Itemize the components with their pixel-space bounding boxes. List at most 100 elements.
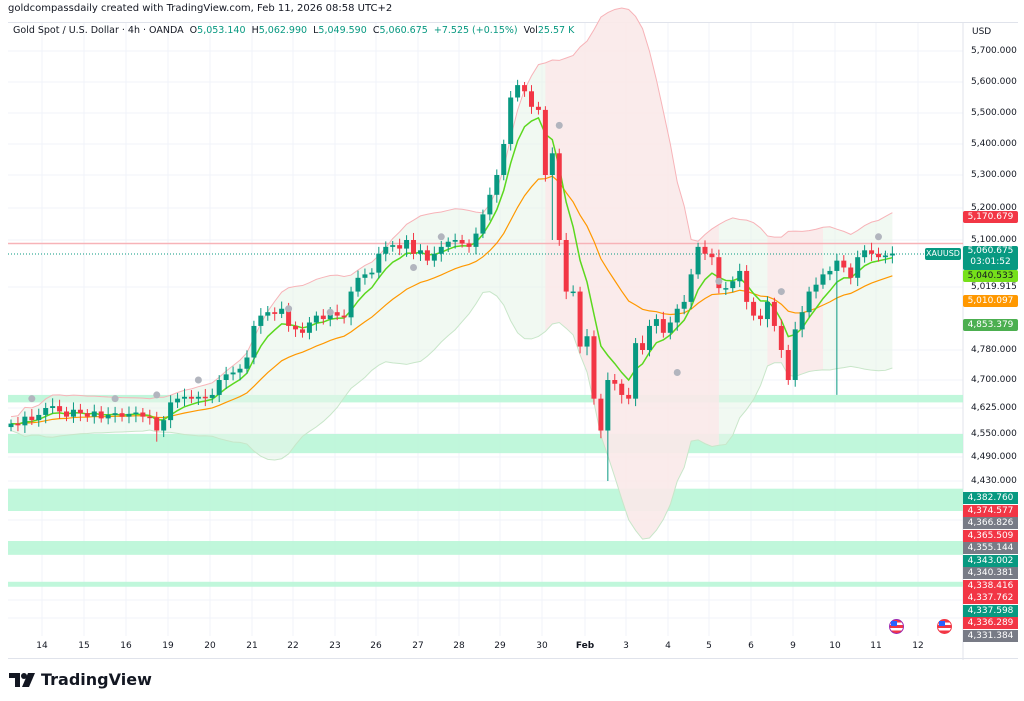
volume-value: 25.57 K xyxy=(537,25,575,36)
candle-body xyxy=(195,396,201,399)
price-tick-label: 4,700.000 xyxy=(971,375,1017,385)
candle-body xyxy=(841,260,847,268)
candle-body xyxy=(563,240,569,292)
candle-body xyxy=(640,343,646,350)
pivot-marker xyxy=(777,288,785,296)
pivot-marker xyxy=(326,308,334,316)
candle-body xyxy=(771,301,777,326)
candle-body xyxy=(792,329,798,380)
candle-body xyxy=(29,416,35,421)
pivot-marker xyxy=(153,391,161,399)
candle-body xyxy=(619,383,625,395)
candle-body xyxy=(230,372,236,375)
candle-body xyxy=(785,350,791,380)
candle-body xyxy=(244,357,250,369)
time-tick-label: 12 xyxy=(912,641,924,651)
candle-body xyxy=(348,291,354,318)
candle-body xyxy=(306,322,312,333)
candle-body xyxy=(653,319,659,326)
candle-body xyxy=(501,144,507,175)
candle-body xyxy=(542,109,548,175)
time-tick-label: 27 xyxy=(412,641,424,651)
candle-body xyxy=(390,245,396,247)
lower-band xyxy=(10,291,893,540)
candle-body xyxy=(383,246,389,254)
pivot-marker xyxy=(194,376,202,384)
candle-body xyxy=(77,409,83,414)
candle-body xyxy=(737,270,743,282)
candle-body xyxy=(626,394,632,399)
price-tick-label: 5,100.000 xyxy=(971,235,1017,245)
candle-body xyxy=(515,85,521,98)
symbol-name[interactable]: Gold Spot / U.S. Dollar · 4h · OANDA xyxy=(13,25,184,36)
candle-body xyxy=(341,315,347,318)
band-fill xyxy=(11,8,893,540)
candle-body xyxy=(834,260,840,271)
candle-body xyxy=(535,106,541,110)
price-tag: 5,010.097 xyxy=(963,295,1018,307)
candle-body xyxy=(480,214,486,234)
candle-body xyxy=(223,374,229,380)
candle-body xyxy=(695,246,701,275)
time-tick-label: 14 xyxy=(36,641,48,651)
candle-body xyxy=(320,315,326,320)
candle-body xyxy=(105,414,111,419)
candle-body xyxy=(64,411,70,417)
close-label: C xyxy=(372,25,380,36)
level-tag: 4,374.577 xyxy=(963,504,1018,517)
candle-body xyxy=(119,413,125,417)
candle-body xyxy=(334,312,340,316)
us-flag-event-icon[interactable] xyxy=(937,619,952,634)
candle-body xyxy=(265,312,271,316)
level-tag: 4,338.416 xyxy=(963,579,1018,592)
candle-body xyxy=(716,257,722,289)
candle-body xyxy=(633,343,639,399)
pivot-marker xyxy=(555,121,563,129)
pivot-marker xyxy=(410,264,418,271)
pivot-marker xyxy=(111,395,119,403)
support-zone xyxy=(8,488,963,511)
open-label: O xyxy=(189,25,198,36)
price-tick-label: 5,600.000 xyxy=(971,77,1017,87)
currency-label: USD xyxy=(972,27,992,37)
candle-body xyxy=(813,284,819,292)
candle-body xyxy=(286,308,292,326)
tradingview-logo[interactable]: TradingView xyxy=(9,670,152,689)
low-label: L xyxy=(313,25,319,36)
candle-body xyxy=(494,175,500,195)
band-fill-bearish xyxy=(545,8,719,540)
price-tick-label: 5,019.915 xyxy=(971,282,1017,292)
candle-body xyxy=(758,315,764,320)
event-icon[interactable] xyxy=(889,619,904,634)
candle-body xyxy=(799,312,805,330)
candle-body xyxy=(84,413,90,417)
candle-body xyxy=(522,85,528,92)
price-tag: 4,853.379 xyxy=(963,319,1018,331)
time-tick-label: 19 xyxy=(162,641,174,651)
level-tag: 4,366.826 xyxy=(963,517,1018,529)
volume-label: Vol xyxy=(523,25,538,36)
price-tick-label: 5,200.000 xyxy=(971,203,1017,213)
candle-body xyxy=(820,274,826,285)
level-tag: 4,331.384 xyxy=(963,629,1018,642)
candle-body xyxy=(140,412,146,417)
candle-body xyxy=(182,396,187,399)
candle-body xyxy=(445,241,451,247)
candle-body xyxy=(577,291,583,347)
candle-body xyxy=(175,398,181,403)
level-tag: 4,343.002 xyxy=(963,554,1018,567)
candle-body xyxy=(397,245,403,249)
candle-body xyxy=(466,243,472,247)
candle-body xyxy=(216,380,222,395)
candle-body xyxy=(744,270,750,302)
candle-body xyxy=(251,325,257,358)
time-tick-label: 28 xyxy=(453,641,465,651)
level-tag: 4,336.289 xyxy=(963,617,1018,629)
time-tick-label: 23 xyxy=(329,641,341,651)
price-tick-label: 4,430.000 xyxy=(971,476,1017,486)
open-value: 5,053.140 xyxy=(197,25,246,36)
candle-body xyxy=(154,417,160,431)
price-tick-label: 4,550.000 xyxy=(971,429,1017,439)
candle-body xyxy=(889,253,895,256)
